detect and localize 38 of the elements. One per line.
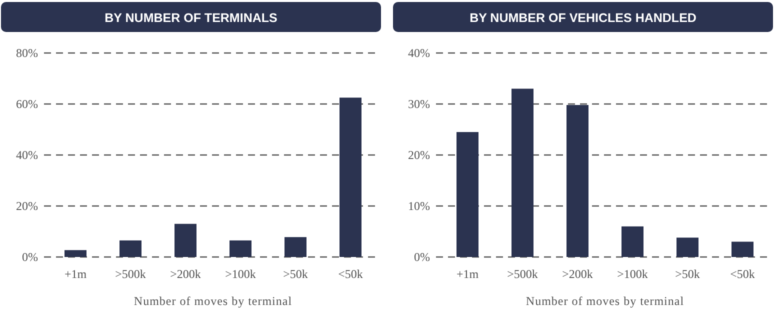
y-tick-label: 40% [16, 148, 38, 162]
bar [64, 250, 86, 257]
x-tick-label: >200k [562, 267, 593, 281]
x-axis-title: Number of moves by terminal [134, 294, 292, 308]
bar [340, 98, 362, 257]
x-tick-label: >50k [675, 267, 700, 281]
y-tick-label: 10% [408, 199, 430, 213]
y-tick-label: 30% [408, 97, 430, 111]
x-tick-label: <50k [338, 267, 363, 281]
bar [120, 240, 142, 257]
y-tick-label: 0% [414, 250, 430, 264]
y-tick-label: 0% [22, 250, 38, 264]
y-tick-label: 80% [16, 46, 38, 60]
x-tick-label: >500k [507, 267, 538, 281]
x-axis-title: Number of moves by terminal [526, 294, 684, 308]
x-tick-label: <50k [730, 267, 755, 281]
bar [732, 242, 754, 257]
y-tick-label: 40% [408, 46, 430, 60]
bar [456, 132, 478, 257]
x-tick-label: +1m [456, 267, 480, 281]
bar [676, 238, 698, 257]
bar [512, 88, 534, 257]
x-tick-label: >50k [283, 267, 308, 281]
x-tick-label: >500k [115, 267, 146, 281]
bar [622, 226, 644, 257]
chart-title: BY NUMBER OF VEHICLES HANDLED [470, 11, 696, 25]
bar [174, 224, 196, 257]
y-tick-label: 20% [16, 199, 38, 213]
x-tick-label: >100k [225, 267, 256, 281]
bar [566, 105, 588, 257]
x-tick-label: >100k [617, 267, 648, 281]
x-tick-label: +1m [64, 267, 88, 281]
chart-title: BY NUMBER OF TERMINALS [104, 11, 278, 25]
y-tick-label: 20% [408, 148, 430, 162]
bar [230, 240, 252, 257]
bar [284, 237, 306, 257]
y-tick-label: 60% [16, 97, 38, 111]
x-tick-label: >200k [170, 267, 201, 281]
